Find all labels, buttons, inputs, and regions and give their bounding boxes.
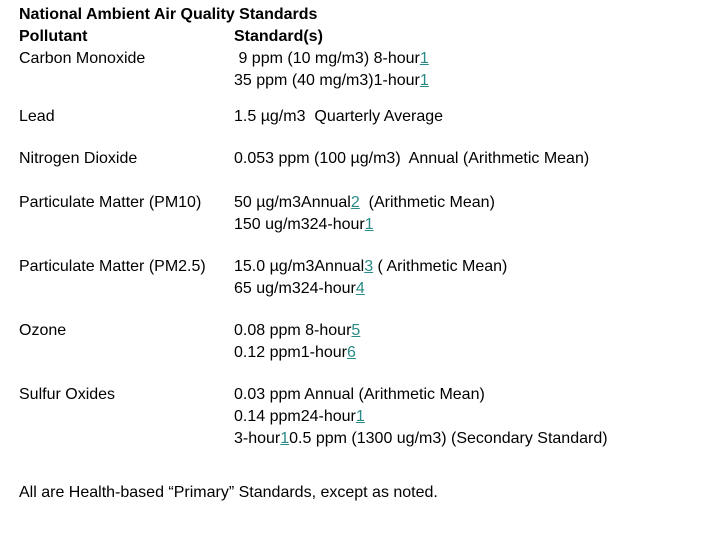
pollutant-column-header: Pollutant <box>19 28 88 45</box>
standard-values: 1.5 µg/m3 Quarterly Average <box>234 106 443 128</box>
standards-table: Carbon Monoxide 9 ppm (10 mg/m3) 8-hour1… <box>19 48 709 450</box>
standard-text: 0.14 ppm24-hour <box>234 408 356 425</box>
standard-column-header: Standard(s) <box>234 28 323 45</box>
pollutant-name: Ozone <box>19 322 67 339</box>
standard-line: 3-hour10.5 ppm (1300 ug/m3) (Secondary S… <box>234 428 608 450</box>
pollutant-name: Carbon Monoxide <box>19 50 146 67</box>
table-row: Lead 1.5 µg/m3 Quarterly Average <box>19 106 709 128</box>
pollutant-name: Particulate Matter (PM2.5) <box>19 258 206 275</box>
table-row: Particulate Matter (PM10) 50 µg/m3Annual2… <box>19 192 709 236</box>
standard-line: 1.5 µg/m3 Quarterly Average <box>234 106 443 128</box>
standard-text: ( Arithmetic Mean) <box>373 258 508 275</box>
standard-values: 9 ppm (10 mg/m3) 8-hour1 35 ppm (40 mg/m3… <box>234 48 429 92</box>
footnote-link[interactable]: 1 <box>419 50 429 67</box>
standard-text: 0.03 ppm Annual (Arithmetic Mean) <box>234 386 485 403</box>
table-row: Particulate Matter (PM2.5) 15.0 µg/m3Annu… <box>19 256 709 300</box>
table-row: Sulfur Oxides 0.03 ppm Annual (Arithmetic… <box>19 384 709 450</box>
standard-line: 0.08 ppm 8-hour5 <box>234 320 360 342</box>
standard-text: (Arithmetic Mean) <box>359 194 495 211</box>
pollutant-name: Nitrogen Dioxide <box>19 150 138 167</box>
footnote-link[interactable]: 2 <box>350 194 360 211</box>
standard-values: 0.053 ppm (100 µg/m3) Annual (Arithmetic… <box>234 148 589 170</box>
document-title: National Ambient Air Quality Standards <box>19 6 318 23</box>
standard-line: 15.0 µg/m3Annual3 ( Arithmetic Mean) <box>234 256 507 278</box>
standard-values: 0.03 ppm Annual (Arithmetic Mean) 0.14 pp… <box>234 384 608 450</box>
table-row: Nitrogen Dioxide 0.053 ppm (100 µg/m3) An… <box>19 148 709 170</box>
standard-line: 0.03 ppm Annual (Arithmetic Mean) <box>234 384 608 406</box>
standard-line: 0.14 ppm24-hour1 <box>234 406 608 428</box>
standard-text: 65 ug/m324-hour <box>234 280 356 297</box>
footnote-link[interactable]: 3 <box>364 258 374 275</box>
standard-line: 0.053 ppm (100 µg/m3) Annual (Arithmetic… <box>234 148 589 170</box>
standard-text: 50 µg/m3Annual <box>234 194 351 211</box>
footnote-link[interactable]: 5 <box>351 322 361 339</box>
standard-text: 0.053 ppm (100 µg/m3) Annual (Arithmetic… <box>234 150 590 167</box>
pollutant-name: Sulfur Oxides <box>19 386 116 403</box>
standard-line: 35 ppm (40 mg/m3)1-hour1 <box>234 70 429 92</box>
standard-text: 3-hour <box>234 430 281 447</box>
footnote-text: All are Health-based “Primary” Standards… <box>19 484 438 501</box>
standard-values: 50 µg/m3Annual2 (Arithmetic Mean) 150 ug/… <box>234 192 495 236</box>
footnote-link[interactable]: 4 <box>355 280 365 297</box>
standard-line: 50 µg/m3Annual2 (Arithmetic Mean) <box>234 192 495 214</box>
standard-text: 150 ug/m324-hour <box>234 216 365 233</box>
standard-text: 1.5 µg/m3 Quarterly Average <box>234 108 444 125</box>
footnote-link[interactable]: 1 <box>419 72 429 89</box>
standard-text: 35 ppm (40 mg/m3)1-hour <box>234 72 420 89</box>
standard-line: 9 ppm (10 mg/m3) 8-hour1 <box>234 48 429 70</box>
pollutant-name: Lead <box>19 108 55 125</box>
document-page: National Ambient Air Quality Standards P… <box>19 4 709 504</box>
table-row: Carbon Monoxide 9 ppm (10 mg/m3) 8-hour1… <box>19 48 709 92</box>
standard-text: 0.12 ppm1-hour <box>234 344 347 361</box>
standard-line: 0.12 ppm1-hour6 <box>234 342 360 364</box>
standard-line: 65 ug/m324-hour4 <box>234 278 507 300</box>
footnote-link[interactable]: 1 <box>364 216 374 233</box>
standard-text: 15.0 µg/m3Annual <box>234 258 365 275</box>
table-header-row: Pollutant Standard(s) <box>19 26 709 48</box>
pollutant-name: Particulate Matter (PM10) <box>19 194 202 211</box>
standard-values: 15.0 µg/m3Annual3 ( Arithmetic Mean) 65 u… <box>234 256 507 300</box>
standard-values: 0.08 ppm 8-hour5 0.12 ppm1-hour6 <box>234 320 360 364</box>
footnote-link[interactable]: 1 <box>280 430 290 447</box>
standard-line: 150 ug/m324-hour1 <box>234 214 495 236</box>
footnote-link[interactable]: 1 <box>355 408 365 425</box>
standard-text: 9 ppm (10 mg/m3) 8-hour <box>234 50 420 67</box>
standard-text: 0.5 ppm (1300 ug/m3) (Secondary Standard… <box>289 430 608 447</box>
table-row: Ozone 0.08 ppm 8-hour5 0.12 ppm1-hour6 <box>19 320 709 364</box>
footnote-link[interactable]: 6 <box>346 344 356 361</box>
standard-text: 0.08 ppm 8-hour <box>234 322 352 339</box>
